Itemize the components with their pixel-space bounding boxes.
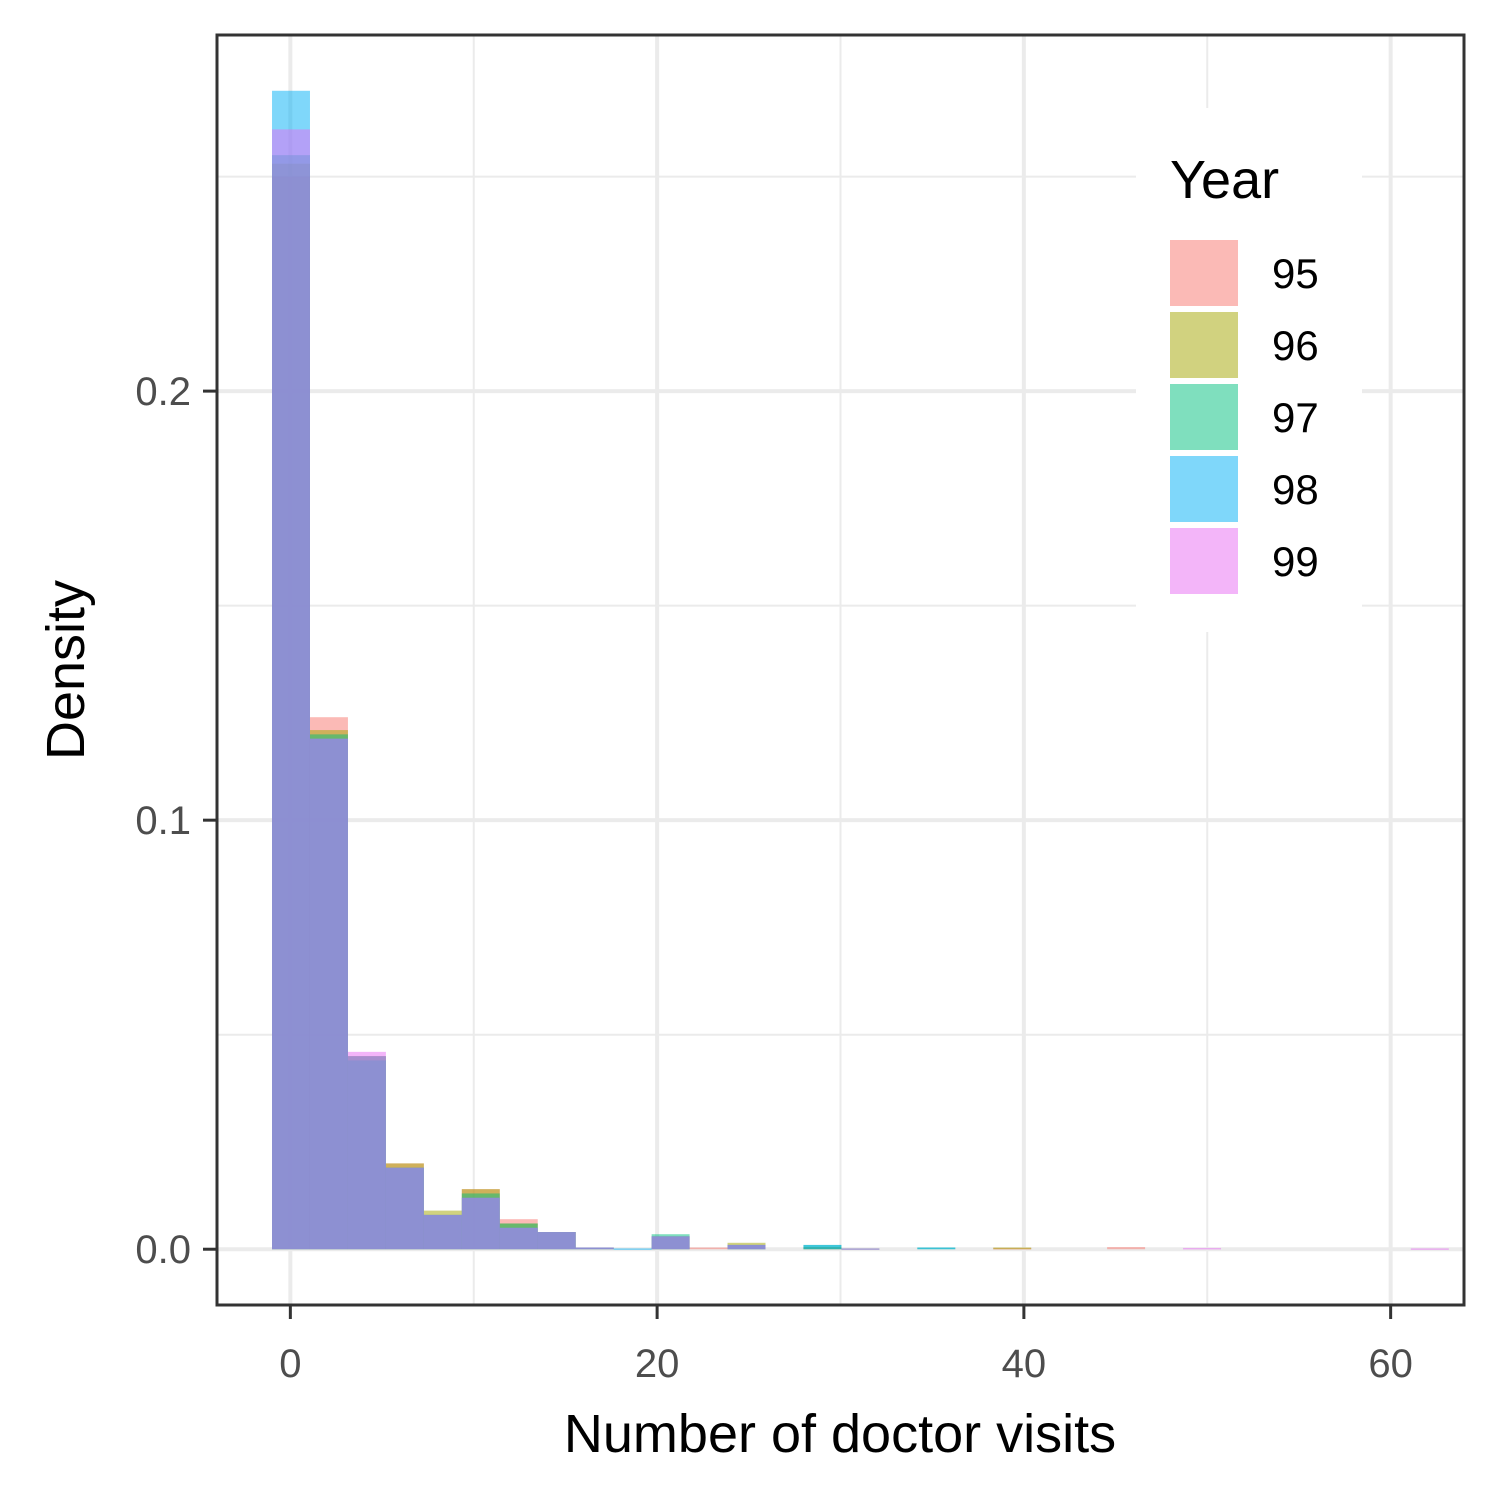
histogram-bar <box>689 1247 728 1250</box>
y-tick-label: 0.2 <box>135 370 191 414</box>
legend-swatch <box>1170 384 1238 450</box>
y-tick-labels: 0.0 0.1 0.2 <box>135 370 191 1272</box>
histogram-bar <box>423 1214 462 1250</box>
x-tick-label: 20 <box>635 1342 680 1386</box>
legend-item: 97 <box>1170 384 1319 450</box>
histogram-bar <box>575 1247 614 1250</box>
legend-swatch <box>1170 456 1238 522</box>
legend-swatch <box>1170 528 1238 594</box>
histogram-bar <box>461 1197 500 1250</box>
histogram-bar <box>613 1248 652 1250</box>
histogram-bar <box>993 1247 1032 1250</box>
histogram-bar <box>651 1236 690 1250</box>
legend: Year 95 96 97 98 99 <box>1136 108 1362 632</box>
legend-label: 98 <box>1272 466 1319 513</box>
legend-items: 95 96 97 98 99 <box>1170 240 1319 594</box>
x-tick-label: 0 <box>279 1342 301 1386</box>
legend-item: 95 <box>1170 240 1319 306</box>
legend-title: Year <box>1170 150 1279 210</box>
plot-panel-border <box>215 33 1466 1307</box>
legend-item: 98 <box>1170 456 1319 522</box>
histogram-bar <box>347 1051 386 1250</box>
legend-label: 97 <box>1272 394 1319 441</box>
histogram-bar <box>803 1244 842 1250</box>
legend-item: 96 <box>1170 312 1319 378</box>
histogram-bar <box>537 1232 576 1250</box>
histogram-bar <box>385 1167 424 1250</box>
histogram-bar <box>1410 1248 1449 1250</box>
histogram-bar <box>309 738 348 1250</box>
series-99 <box>272 129 1449 1250</box>
histogram-bar <box>1107 1247 1146 1250</box>
histogram-bar <box>499 1227 538 1250</box>
y-axis-title: Density <box>36 580 96 760</box>
legend-label: 99 <box>1272 538 1319 585</box>
x-tick-label: 40 <box>1002 1342 1047 1386</box>
histogram-bar <box>272 129 310 1250</box>
histogram-bar <box>917 1247 956 1250</box>
axis-ticks <box>203 389 1393 1319</box>
legend-swatch <box>1170 312 1238 378</box>
y-tick-label: 0.1 <box>135 799 191 843</box>
y-tick-label: 0.0 <box>135 1228 191 1272</box>
histogram-bar <box>1183 1247 1222 1250</box>
legend-swatch <box>1170 240 1238 306</box>
histogram-bar <box>841 1248 880 1250</box>
x-tick-labels: 0 20 40 60 <box>279 1342 1413 1386</box>
legend-label: 96 <box>1272 322 1319 369</box>
legend-item: 99 <box>1170 528 1319 594</box>
legend-label: 95 <box>1272 250 1319 297</box>
x-tick-label: 60 <box>1368 1342 1413 1386</box>
histogram-bar <box>727 1244 766 1250</box>
x-axis-title: Number of doctor visits <box>564 1404 1116 1464</box>
histogram-bars <box>272 90 1449 1250</box>
